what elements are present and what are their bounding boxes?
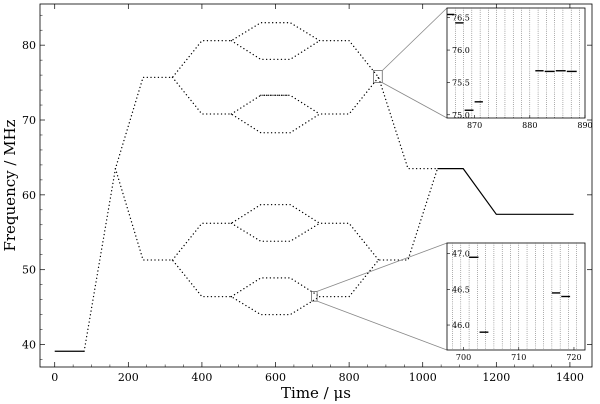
- zoom-connector: [316, 242, 448, 292]
- zoom-box: [311, 291, 318, 302]
- inset-1: 870 880 890 75.0 75.5 76.0 76.5: [446, 7, 593, 130]
- x-tick-label: 1200: [482, 371, 510, 384]
- y-tick-label: 40: [22, 339, 36, 352]
- inset-2: 700 710 720 46.0 46.5 47.0: [446, 242, 586, 362]
- inset-x-tick-label: 890: [577, 121, 592, 130]
- x-tick-label: 1400: [556, 371, 584, 384]
- zoom-box: [373, 70, 383, 83]
- main-plot: 0 200 400 600 800 1000 1200 1400 40 50 60 70 80 Tim…: [1, 3, 593, 402]
- dotted-series-line: [171, 76, 380, 134]
- solid-series-line: [437, 168, 574, 215]
- inset-y-tick-label: 46.0: [452, 321, 470, 330]
- y-tick-label: 70: [22, 114, 36, 127]
- inset-layer: 870 880 890 75.0 75.5 76.0 76.5 700 710 720 46.0 46…: [446, 7, 593, 362]
- x-axis-title: Time / μs: [281, 384, 351, 402]
- inset-x-tick-label: 720: [566, 353, 581, 362]
- x-tick-label: 0: [51, 371, 58, 384]
- inset-y-tick-label: 76.0: [452, 46, 470, 55]
- x-tick-label: 400: [191, 371, 212, 384]
- dotted-series-line: [230, 94, 321, 115]
- dotted-series-line: [114, 168, 439, 316]
- inset-x-tick-label: 710: [511, 353, 526, 362]
- x-tick-label: 800: [339, 371, 360, 384]
- plot-frame: [39, 3, 593, 368]
- y-tick-label: 60: [22, 189, 36, 202]
- x-tick-label: 600: [265, 371, 286, 384]
- zoom-layer: [311, 7, 448, 351]
- inset-y-tick-label: 76.5: [452, 14, 470, 23]
- inset-y-tick-label: 75.0: [452, 111, 470, 120]
- dotted-series-line: [83, 22, 439, 352]
- dotted-series-line: [230, 40, 321, 61]
- y-axis-title: Frequency / MHz: [1, 119, 19, 251]
- x-axis: 0 200 400 600 800 1000 1200 1400: [51, 4, 584, 384]
- inset-x-tick-label: 880: [522, 121, 537, 130]
- dotted-series-line: [230, 222, 321, 242]
- dotted-series-line: [230, 277, 321, 298]
- y-axis: 40 50 60 70 80: [22, 14, 592, 360]
- inset-x-tick-label: 700: [456, 353, 471, 362]
- inset-y-tick-label: 47.0: [452, 250, 470, 259]
- y-tick-label: 50: [22, 264, 36, 277]
- inset-x-tick-label: 870: [467, 121, 482, 130]
- inset-y-tick-label: 46.5: [452, 285, 470, 294]
- x-tick-label: 1000: [409, 371, 437, 384]
- zoom-connector: [316, 300, 448, 351]
- inset-frame: [446, 7, 586, 119]
- series-layer: [54, 22, 574, 352]
- zoom-connector: [381, 7, 448, 71]
- zoom-connector: [382, 82, 448, 119]
- dotted-series-line: [171, 203, 380, 261]
- inset-y-tick-label: 75.5: [452, 78, 470, 87]
- x-tick-label: 200: [118, 371, 139, 384]
- y-tick-label: 80: [22, 39, 36, 52]
